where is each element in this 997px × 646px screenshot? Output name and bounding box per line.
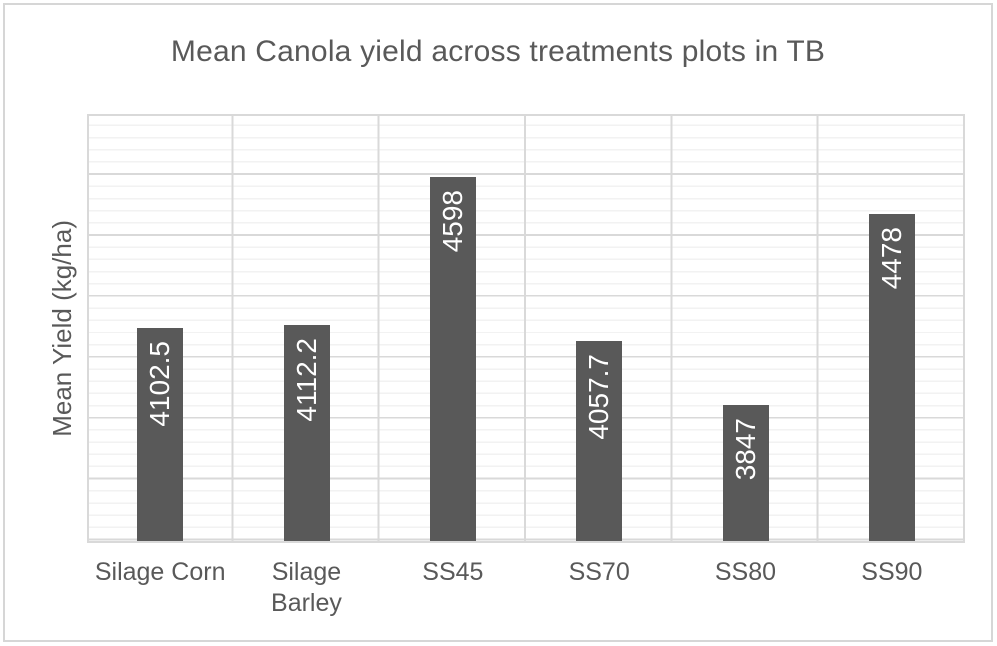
bar-value-label: 4598 xyxy=(436,190,468,253)
bar-silage-corn: 4102.5 xyxy=(137,327,184,541)
plot-area: 4102.5 4112.2 4598 4057.7 3847 4478 xyxy=(87,114,965,543)
bar-value-label: 3847 xyxy=(729,418,761,481)
category-label-silage-corn: Silage Corn xyxy=(94,558,226,586)
category-label-ss80: SS80 xyxy=(714,558,777,586)
y-axis-title: Mean Yield (kg/ha) xyxy=(46,219,77,437)
bar-value-label: 4102.5 xyxy=(144,340,176,427)
bar-value-label: 4478 xyxy=(875,226,907,289)
bar-value-label: 4112.2 xyxy=(290,337,322,422)
bar-ss45: 4598 xyxy=(429,177,476,541)
chart-container: Mean Canola yield across treatments plot… xyxy=(3,3,993,642)
bar-ss80: 3847 xyxy=(722,405,769,541)
bar-ss90: 4478 xyxy=(868,213,915,541)
x-axis-labels: Silage Corn Silage Barley SS45 SS70 SS80 SS90 xyxy=(87,557,965,637)
category-label-ss45: SS45 xyxy=(422,558,484,586)
bar-silage-barley: 4112.2 xyxy=(283,324,330,541)
chart-title: Mean Canola yield across treatments plot… xyxy=(170,35,826,68)
bar-ss70: 4057.7 xyxy=(576,341,623,541)
category-label-ss90: SS90 xyxy=(861,558,923,586)
bar-value-label: 4057.7 xyxy=(583,354,615,440)
category-label-silage-barley: Silage Barley xyxy=(271,558,342,617)
category-label-ss70: SS70 xyxy=(568,558,630,586)
y-axis-title-box: Mean Yield (kg/ha) xyxy=(45,114,79,542)
